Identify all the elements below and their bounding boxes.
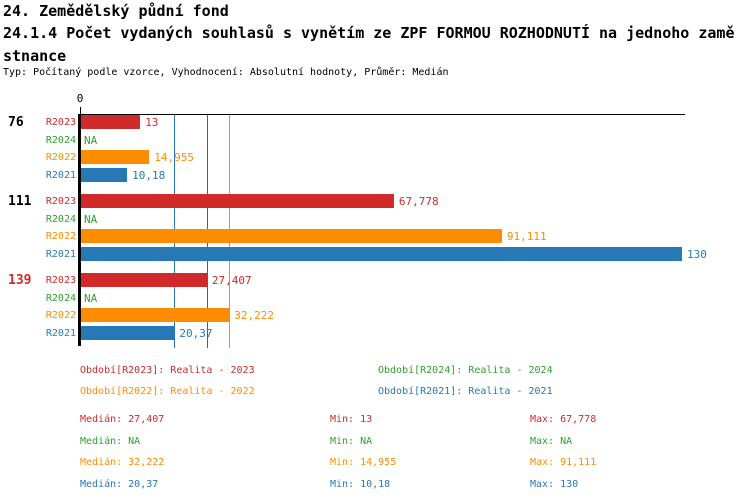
bar-r2023-139 <box>81 273 207 287</box>
page-subtitle: Typ: Počítaný podle vzorce, Vyhodnocení:… <box>3 67 449 78</box>
bar-r2021-111 <box>81 247 682 262</box>
stat-median-r2024: Medián: NA <box>80 436 141 447</box>
series-label-r2021-139: R2021 <box>45 328 76 340</box>
stat-min-r2023: Min: 13 <box>330 414 373 425</box>
y-axis-line <box>78 114 81 346</box>
series-label-r2022-139: R2022 <box>45 310 76 322</box>
value-label-r2023-139: 27,407 <box>211 274 252 287</box>
value-label-r2022-139: 32,222 <box>234 309 274 323</box>
group-label-139: 139 <box>8 273 32 288</box>
bar-r2022-111 <box>81 229 502 244</box>
group-label-76: 76 <box>8 115 24 130</box>
stat-min-r2024: Min: NA <box>330 436 373 447</box>
page-title-line3: stnance <box>3 47 67 65</box>
series-label-r2023-111: R2023 <box>45 196 76 207</box>
bar-r2021-139 <box>81 326 175 341</box>
stat-max-r2022: Max: 91,111 <box>530 457 597 468</box>
bar-r2023-76 <box>81 115 141 129</box>
stat-median-r2022: Medián: 32,222 <box>80 457 165 468</box>
series-label-r2022-111: R2022 <box>45 231 76 243</box>
value-label-r2023-111: 67,778 <box>398 195 439 208</box>
series-label-r2024-111: R2024 <box>45 213 76 225</box>
axis-zero-tick <box>80 107 81 114</box>
stat-median-r2021: Medián: 20,37 <box>80 479 159 490</box>
legend-item-r2024: Období[R2024]: Realita - 2024 <box>378 365 553 376</box>
value-label-r2023-76: 13 <box>145 116 159 129</box>
x-axis-line <box>80 114 685 115</box>
stat-max-r2024: Max: NA <box>530 436 573 447</box>
axis-zero-label: 0 <box>76 92 84 105</box>
value-label-r2021-76: 10,18 <box>132 169 166 183</box>
value-label-r2021-111: 130 <box>687 248 707 262</box>
bar-r2021-76 <box>81 168 128 183</box>
series-label-r2021-76: R2021 <box>45 170 76 182</box>
bar-r2023-111 <box>81 194 394 208</box>
series-label-r2022-76: R2022 <box>45 152 76 164</box>
bar-r2022-139 <box>81 308 230 323</box>
stat-max-r2021: Max: 130 <box>530 479 579 490</box>
stat-median-r2023: Medián: 27,407 <box>80 414 165 425</box>
legend-item-r2023: Období[R2023]: Realita - 2023 <box>80 365 255 376</box>
legend-item-r2022: Období[R2022]: Realita - 2022 <box>80 386 255 397</box>
stat-min-r2022: Min: 14,955 <box>330 457 397 468</box>
legend-item-r2021: Období[R2021]: Realita - 2021 <box>378 386 553 397</box>
value-label-na-76: NA <box>84 133 98 147</box>
value-label-r2022-111: 91,111 <box>506 230 547 244</box>
value-label-na-139: NA <box>84 291 98 305</box>
bar-r2022-76 <box>81 150 150 165</box>
series-label-r2021-111: R2021 <box>45 249 76 261</box>
series-label-r2023-76: R2023 <box>45 117 76 128</box>
group-label-111: 111 <box>8 194 32 209</box>
page-title-line1: 24. Zemědělský půdní fond <box>3 2 229 20</box>
stat-min-r2021: Min: 10,18 <box>330 479 391 490</box>
value-label-na-111: NA <box>84 212 98 226</box>
series-label-r2024-76: R2024 <box>45 134 76 146</box>
value-label-r2021-139: 20,37 <box>179 327 213 341</box>
value-label-r2022-76: 14,955 <box>154 151 194 165</box>
series-label-r2023-139: R2023 <box>45 275 76 286</box>
series-label-r2024-139: R2024 <box>45 292 76 304</box>
page-title-line2: 24.1.4 Počet vydaných souhlasů s vynětím… <box>3 24 735 42</box>
stat-max-r2023: Max: 67,778 <box>530 414 597 425</box>
